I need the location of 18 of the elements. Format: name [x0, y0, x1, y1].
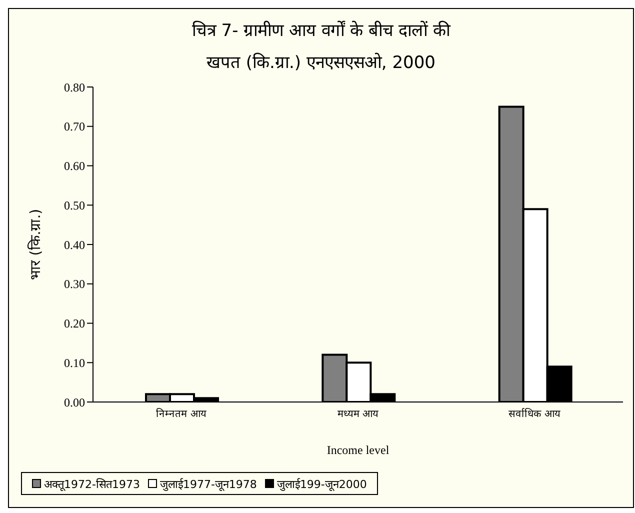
y-tick-label: 0.70: [64, 120, 85, 134]
y-tick-label: 0.60: [64, 159, 85, 174]
chart-title: चित्र 7- ग्रामीण आय वर्गों के बीच दालों की खपत (कि.ग्रा.) एनएसएसओ, 2000: [190, 20, 452, 75]
x-tick-label: निम्नतम आय: [156, 408, 206, 420]
legend-label: जुलाई1977-जून1978: [158, 477, 257, 491]
x-tick-label: मध्यम आय: [337, 409, 379, 420]
y-axis-title: भार (कि.ग्रा.): [26, 208, 44, 280]
legend-label: जुलाई199-जून2000: [276, 477, 367, 491]
y-tick-label: 0.30: [64, 277, 85, 292]
y-tick-label: 0.00: [64, 395, 85, 410]
y-tick-label: 0.40: [64, 238, 85, 252]
legend-label: अक्तू1972-सित1973: [43, 477, 140, 491]
y-tick-label: 0.10: [64, 356, 85, 370]
x-axis-title: Income level: [326, 443, 390, 457]
y-tick-label: 0.20: [64, 316, 85, 331]
y-tick-label: 0.80: [64, 80, 85, 94]
x-tick-label: सर्वाधिक आय: [508, 408, 561, 420]
y-tick-label: 0.50: [64, 198, 85, 212]
